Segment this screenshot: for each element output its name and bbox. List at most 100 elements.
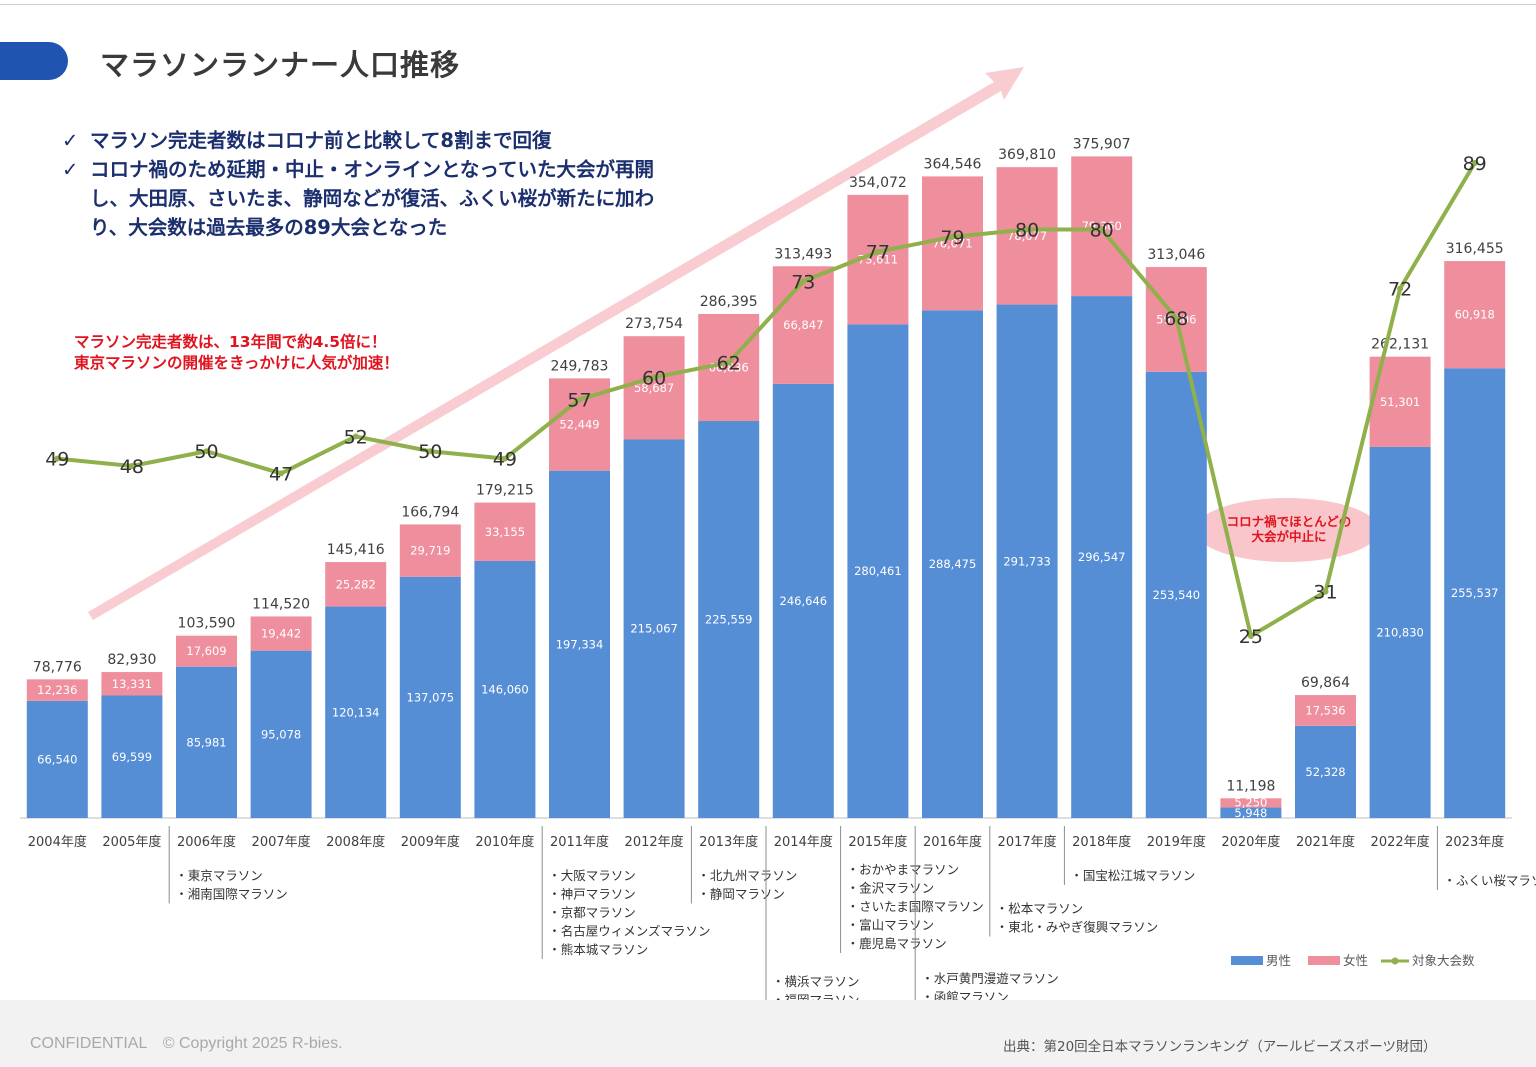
races-point-label: 62 [717, 353, 741, 375]
races-point-label: 77 [866, 242, 890, 264]
bar-total-label: 145,416 [327, 542, 385, 558]
bar-female-label: 19,442 [261, 627, 301, 641]
bar-female [399, 524, 461, 577]
new-race-label: ・福岡マラソン [772, 993, 860, 1001]
bar-male-label: 246,646 [780, 594, 828, 608]
bar-female-label: 33,155 [485, 525, 525, 539]
top-rule [0, 4, 1536, 5]
bar-total-label: 354,072 [849, 175, 907, 191]
bar-male [772, 383, 834, 818]
bar-total-label: 262,131 [1371, 337, 1429, 353]
x-tick-label: 2023年度 [1445, 834, 1504, 850]
bar-female [101, 672, 163, 696]
x-tick-label: 2004年度 [28, 834, 87, 850]
bar-total-label: 273,754 [625, 316, 683, 332]
bar-male-label: 120,134 [332, 705, 380, 719]
bar-male-label: 85,981 [186, 735, 226, 749]
callout-line: 東京マラソンの開催をきっかけに人気が加速！ [74, 354, 399, 372]
bar-total-label: 286,395 [700, 294, 758, 310]
bar-male-label: 210,830 [1376, 625, 1424, 639]
bar-total-label: 114,520 [252, 596, 310, 612]
bar-male-label: 215,067 [630, 622, 678, 636]
bar-male [176, 666, 237, 818]
bar-male-label: 291,733 [1003, 554, 1051, 568]
races-point-label: 73 [791, 271, 815, 293]
bullet-text: マラソン完走者数はコロナ前と比較して8割まで回復 [90, 129, 552, 152]
bar-total-label: 166,794 [401, 504, 459, 520]
x-tick-label: 2008年度 [326, 834, 385, 850]
races-point-label: 57 [567, 390, 591, 412]
page-title: マラソンランナー人口推移 [100, 48, 461, 82]
bar-female [996, 167, 1058, 305]
new-race-label: ・函館マラソン [921, 990, 1009, 1001]
new-race-label: ・水戸黄門漫遊マラソン [921, 971, 1059, 986]
races-point [54, 455, 61, 462]
bar-female-label: 29,719 [410, 544, 450, 558]
races-point [352, 433, 359, 440]
bar-female-label: 60,918 [1455, 308, 1495, 322]
bar-male [474, 560, 536, 818]
bar-female [325, 562, 387, 607]
bar-male [623, 439, 685, 818]
races-point-label: 50 [194, 441, 218, 463]
bar-female [1071, 156, 1133, 297]
bar-male-label: 66,540 [37, 752, 77, 766]
bar-female [1220, 798, 1282, 808]
x-tick-label: 2013年度 [699, 834, 758, 850]
bullet-item: ✓ コロナ禍のため延期・中止・オンラインとなっていた大会が再開し、大田原、さいたま… [62, 155, 662, 242]
bar-female [176, 635, 237, 667]
races-point [1247, 633, 1254, 639]
races-point [1173, 315, 1180, 322]
x-tick-label: 2014年度 [774, 834, 833, 850]
new-race-label: ・大阪マラソン [548, 868, 636, 883]
growth-callout: マラソン完走者数は、13年間で約4.5倍に！ 東京マラソンの開催をきっかけに人気… [74, 332, 399, 374]
covid-note-text: 大会が中止に [1251, 529, 1326, 544]
x-tick-label: 2015年度 [848, 834, 907, 850]
races-point-label: 49 [45, 449, 69, 471]
races-point [725, 359, 732, 366]
bar-male [996, 304, 1058, 818]
bar-female [772, 266, 834, 384]
bar-female-label: 12,236 [37, 683, 77, 697]
title-accent-tab [0, 42, 68, 80]
bar-male [250, 650, 312, 818]
bar-female-label: 52,449 [559, 418, 599, 432]
x-tick-label: 2005年度 [102, 834, 161, 850]
growth-arrow-icon [88, 67, 1024, 620]
x-tick-label: 2007年度 [252, 834, 311, 850]
new-race-label: ・神戸マラソン [548, 887, 636, 902]
bar-male [26, 700, 88, 818]
bar-male [399, 576, 461, 818]
bar-female-label: 5,250 [1234, 796, 1267, 810]
x-tick-label: 2019年度 [1147, 834, 1206, 850]
bar-female-label: 25,282 [336, 577, 376, 591]
x-tick-label: 2012年度 [625, 834, 684, 850]
new-race-label: ・名古屋ウィメンズマラソン [548, 924, 710, 939]
races-point [128, 463, 135, 470]
bullet-item: ✓ マラソン完走者数はコロナ前と比較して8割まで回復 [62, 126, 662, 155]
x-tick-label: 2006年度 [177, 834, 236, 850]
new-race-label: ・鹿児島マラソン [847, 936, 947, 951]
races-point [1024, 226, 1031, 233]
bar-male-label: 146,060 [481, 682, 529, 696]
races-point-label: 31 [1313, 582, 1337, 604]
bar-male-label: 255,537 [1451, 586, 1499, 600]
races-point-label: 50 [418, 441, 442, 463]
bar-male-label: 95,078 [261, 727, 301, 741]
legend-male-swatch [1231, 956, 1263, 965]
bar-male-label: 5,948 [1234, 806, 1267, 820]
bar-total-label: 69,864 [1301, 675, 1350, 691]
races-point-label: 49 [493, 449, 517, 471]
bar-female-label: 13,331 [112, 677, 152, 691]
races-point [874, 248, 881, 255]
x-tick-label: 2018年度 [1072, 834, 1131, 850]
bar-male-label: 69,599 [112, 750, 152, 764]
legend-male-label: 男性 [1266, 953, 1291, 968]
bar-male-label: 225,559 [705, 613, 753, 627]
bar-male [1071, 296, 1133, 818]
bar-male-label: 296,547 [1078, 550, 1126, 564]
covid-note-bubble [1195, 498, 1379, 562]
bar-male [549, 470, 610, 818]
races-point-label: 89 [1463, 153, 1487, 175]
bar-male [1220, 807, 1282, 818]
